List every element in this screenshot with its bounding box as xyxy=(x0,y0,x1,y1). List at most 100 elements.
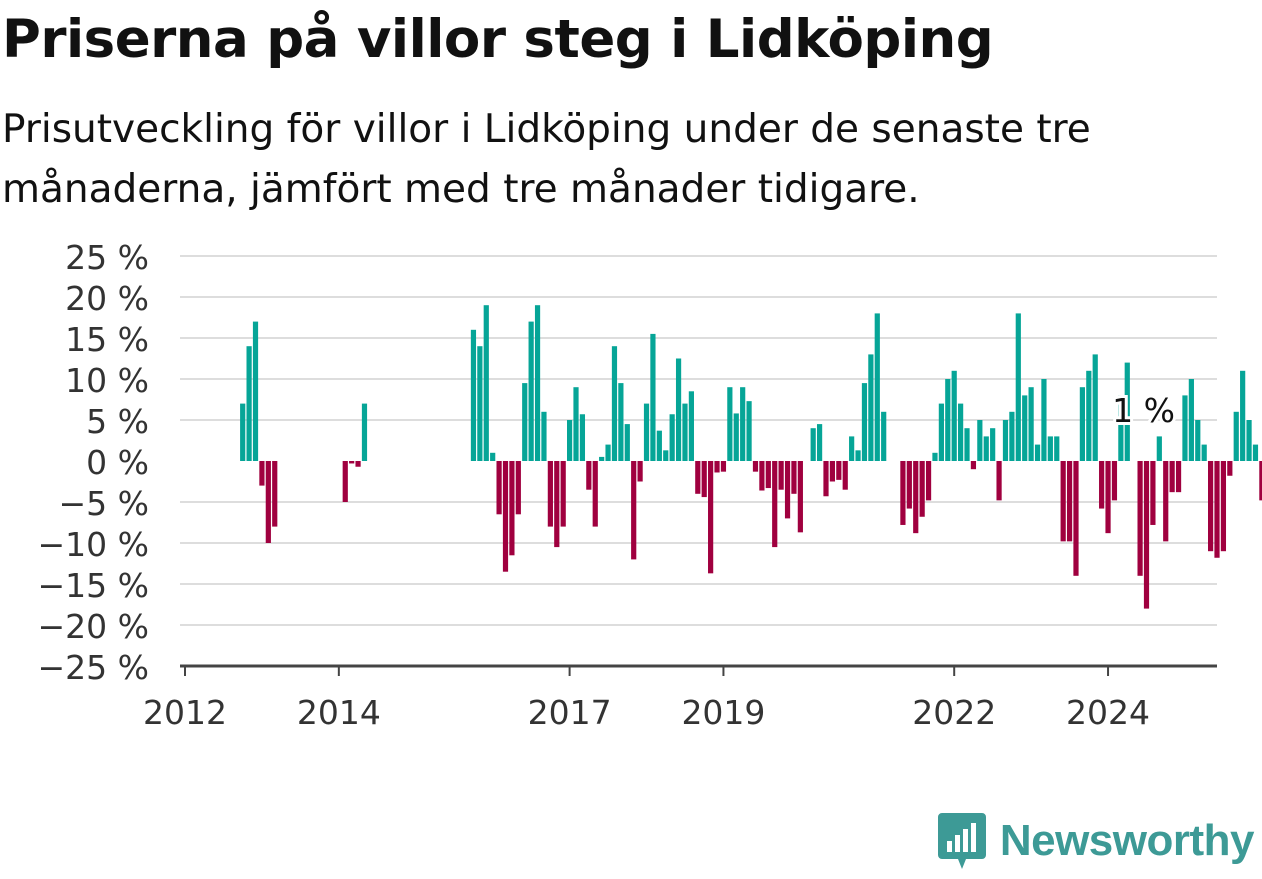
bar xyxy=(1009,411,1015,461)
bar xyxy=(618,383,624,461)
bar xyxy=(611,346,618,461)
bar xyxy=(1054,436,1060,461)
bar xyxy=(1259,461,1262,501)
y-tick-label: −10 % xyxy=(38,525,150,564)
bar xyxy=(874,313,880,461)
bar xyxy=(1015,313,1021,461)
bar xyxy=(906,461,912,509)
bar xyxy=(1175,461,1182,493)
bar xyxy=(1028,387,1034,461)
bar xyxy=(714,461,720,473)
bar xyxy=(1240,370,1246,461)
y-tick-label: 0 % xyxy=(86,443,149,482)
bar xyxy=(240,403,246,461)
bar xyxy=(708,461,714,574)
bar xyxy=(913,461,919,534)
bar xyxy=(810,428,816,461)
bar xyxy=(650,333,656,461)
bar xyxy=(1041,379,1047,461)
x-tick-label: 2012 xyxy=(143,693,227,732)
bar xyxy=(900,461,906,525)
bar xyxy=(631,461,637,560)
bar xyxy=(1124,362,1130,461)
bar xyxy=(836,461,842,480)
bar xyxy=(746,401,752,461)
bar-chart-badge-icon xyxy=(937,813,986,869)
bar xyxy=(477,346,483,461)
bar xyxy=(560,461,566,527)
bar xyxy=(567,420,573,461)
bar xyxy=(964,428,970,461)
y-tick-label: 5 % xyxy=(86,402,149,441)
bar xyxy=(1182,395,1188,461)
bar xyxy=(765,461,771,489)
bar xyxy=(1073,461,1079,576)
x-tick-label: 2019 xyxy=(681,693,765,732)
bar xyxy=(669,414,675,461)
bar xyxy=(868,354,874,461)
bar xyxy=(778,461,784,490)
bar xyxy=(272,461,278,527)
bar xyxy=(740,387,746,461)
bar xyxy=(1060,461,1066,542)
y-tick-label: 20 % xyxy=(65,279,149,318)
bar xyxy=(554,461,560,548)
bar xyxy=(945,379,951,461)
newsworthy-logo: Newsworthy xyxy=(936,811,1255,871)
bar xyxy=(727,387,733,461)
bar xyxy=(1086,370,1092,461)
bar xyxy=(752,461,759,472)
bar xyxy=(349,461,355,464)
bar xyxy=(675,358,682,461)
bar xyxy=(816,424,823,461)
bar xyxy=(599,456,605,461)
bar xyxy=(1034,444,1041,461)
chart-title: Priserna på villor steg i Lidköping xyxy=(2,9,994,70)
bar xyxy=(958,403,964,461)
bar xyxy=(637,461,643,482)
y-tick-label: −15 % xyxy=(38,566,150,605)
bar xyxy=(573,387,579,461)
bar xyxy=(823,461,829,497)
brand-name: Newsworthy xyxy=(999,816,1255,865)
bar xyxy=(1195,420,1201,461)
y-tick-label: 15 % xyxy=(65,320,149,359)
bar xyxy=(983,436,989,461)
bar xyxy=(496,461,502,515)
bar xyxy=(849,436,855,461)
bar xyxy=(695,461,701,494)
bar xyxy=(1118,395,1124,461)
bar xyxy=(861,383,868,461)
chart-subtitle: Prisutveckling för villor i Lidköping un… xyxy=(2,107,1091,212)
bar xyxy=(797,461,803,533)
bar xyxy=(1002,420,1009,461)
bar xyxy=(1143,461,1150,609)
bar xyxy=(919,461,925,517)
y-tick-label: 25 % xyxy=(65,238,149,277)
bar xyxy=(656,430,662,461)
bar xyxy=(881,411,887,461)
bar xyxy=(1022,395,1028,461)
bar xyxy=(355,461,361,467)
y-tick-label: −25 % xyxy=(38,648,150,687)
bar xyxy=(1208,461,1214,552)
bar xyxy=(246,346,252,461)
bar xyxy=(1047,436,1053,461)
bar xyxy=(1163,461,1169,542)
y-tick-label: −20 % xyxy=(38,607,150,646)
x-tick-label: 2022 xyxy=(912,693,996,732)
bar xyxy=(1227,461,1233,476)
bar xyxy=(925,461,932,501)
bar xyxy=(1246,420,1252,461)
annotation-label: 1 % xyxy=(1112,391,1175,430)
bar xyxy=(1252,444,1259,461)
bar xyxy=(977,420,983,461)
bar xyxy=(1099,461,1105,509)
bar xyxy=(938,403,944,461)
bar xyxy=(688,391,694,461)
bar xyxy=(682,403,688,461)
bar xyxy=(541,411,547,461)
bar xyxy=(528,321,534,461)
bar xyxy=(265,461,271,543)
